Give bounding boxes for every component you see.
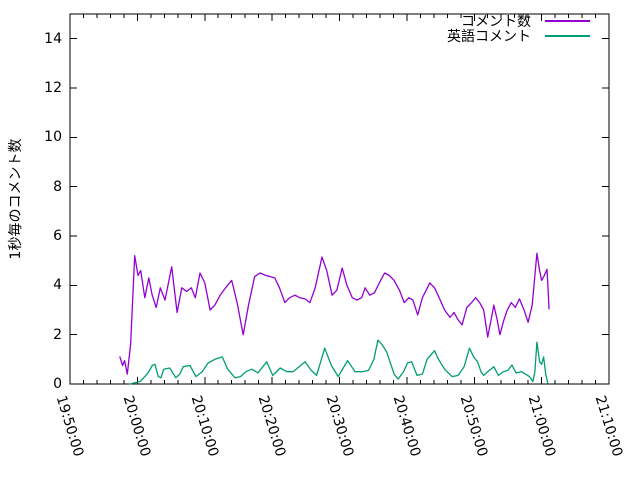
y-tick-label: 2 <box>53 326 62 343</box>
y-tick-label: 8 <box>53 178 62 195</box>
legend-item: 英語コメント <box>447 28 590 45</box>
legend-item: コメント数 <box>447 13 590 30</box>
legend-label: 英語コメント <box>447 28 531 45</box>
y-tick-label: 4 <box>53 277 62 294</box>
legend-line-sample <box>545 19 590 22</box>
y-tick-label: 0 <box>53 376 62 392</box>
legend: コメント数 英語コメント <box>447 13 590 45</box>
plot-border <box>69 13 610 385</box>
axis-ticks <box>69 14 610 385</box>
y-tick-label: 6 <box>53 228 62 244</box>
y-tick-label: 10 <box>44 129 62 146</box>
y-tick-label: 14 <box>44 30 62 47</box>
y-tick-label: 12 <box>44 80 62 96</box>
series-line-1 <box>129 339 549 385</box>
legend-line-sample <box>545 34 590 37</box>
legend-label: コメント数 <box>461 13 531 30</box>
series-line-0 <box>119 252 550 375</box>
